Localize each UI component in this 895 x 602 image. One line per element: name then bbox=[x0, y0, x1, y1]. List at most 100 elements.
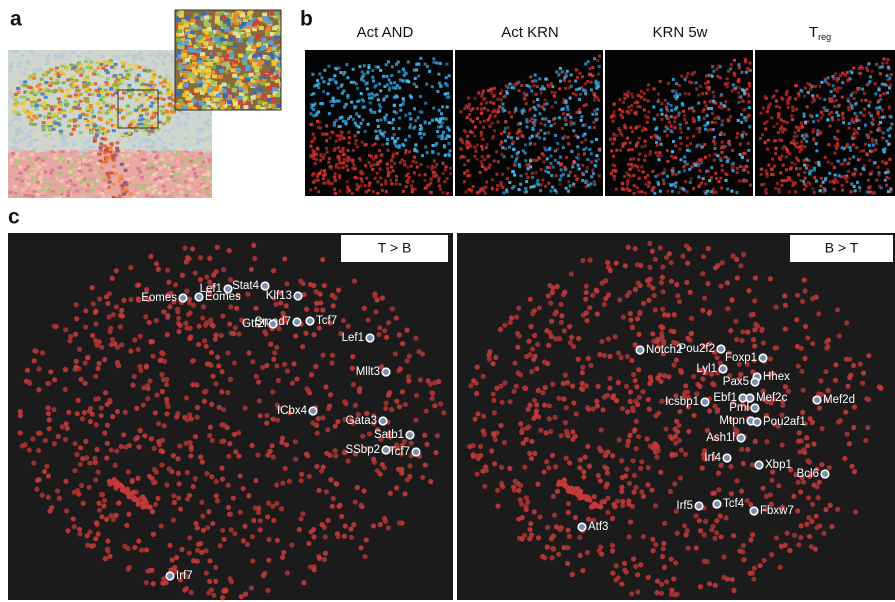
cell bbox=[347, 156, 350, 159]
brush-dab bbox=[44, 81, 48, 84]
cell bbox=[531, 80, 534, 83]
brush-dab bbox=[238, 86, 243, 90]
cell bbox=[555, 70, 558, 73]
cell bbox=[537, 156, 540, 159]
brush-dab bbox=[241, 22, 246, 26]
cell-point bbox=[201, 304, 206, 309]
cell bbox=[315, 158, 318, 161]
cell bbox=[357, 125, 360, 128]
cell bbox=[839, 74, 842, 77]
brush-dab bbox=[43, 149, 47, 152]
brush-dab bbox=[170, 175, 174, 178]
cell bbox=[837, 118, 840, 121]
brush-dab bbox=[206, 73, 211, 77]
cell bbox=[540, 183, 543, 186]
cell bbox=[626, 188, 629, 191]
cell bbox=[870, 121, 873, 124]
cell bbox=[355, 139, 358, 142]
cell bbox=[380, 153, 383, 156]
cell bbox=[322, 174, 325, 177]
cell bbox=[748, 100, 751, 103]
cell-point bbox=[94, 520, 99, 525]
brush-dab bbox=[76, 55, 80, 58]
cell bbox=[445, 76, 448, 79]
cell bbox=[631, 130, 634, 133]
brush-dab bbox=[156, 70, 160, 73]
cell bbox=[678, 171, 681, 174]
brush-dab bbox=[14, 93, 18, 96]
cell bbox=[666, 109, 669, 112]
cell bbox=[437, 73, 440, 76]
cell bbox=[581, 75, 584, 78]
brush-dab bbox=[17, 64, 21, 67]
cell bbox=[382, 75, 385, 78]
cell bbox=[818, 189, 821, 192]
cell bbox=[525, 190, 528, 193]
cell-point bbox=[187, 550, 192, 555]
cell bbox=[499, 143, 502, 146]
brush-dab bbox=[202, 160, 206, 163]
cell bbox=[503, 155, 506, 158]
brush-dab bbox=[150, 130, 154, 133]
cell bbox=[834, 173, 837, 176]
cell bbox=[426, 65, 429, 68]
brush-dab bbox=[197, 43, 202, 47]
brush-dab bbox=[92, 115, 96, 118]
cell bbox=[465, 190, 468, 193]
cell bbox=[674, 156, 677, 159]
cell-point bbox=[433, 450, 438, 455]
cell bbox=[666, 190, 669, 193]
cell bbox=[327, 82, 330, 85]
cell bbox=[397, 137, 400, 140]
brush-dab bbox=[118, 75, 122, 78]
cell bbox=[653, 134, 656, 137]
cell-point bbox=[420, 475, 425, 480]
brush-dab bbox=[237, 19, 242, 23]
cell bbox=[414, 143, 417, 146]
cell bbox=[432, 107, 435, 110]
cell bbox=[466, 116, 469, 119]
brush-dab bbox=[197, 60, 202, 64]
brush-dab bbox=[13, 185, 17, 188]
cell bbox=[595, 159, 598, 162]
brush-dab bbox=[35, 108, 39, 111]
cell bbox=[368, 154, 371, 157]
cell bbox=[885, 184, 888, 187]
cell-point bbox=[293, 439, 298, 444]
cell bbox=[444, 93, 447, 96]
brush-dab bbox=[141, 118, 145, 121]
brush-dab bbox=[48, 127, 52, 130]
cell bbox=[431, 151, 434, 154]
brush-dab bbox=[143, 69, 147, 72]
brush-dab bbox=[43, 134, 47, 137]
cell bbox=[405, 180, 408, 183]
cell bbox=[548, 166, 551, 169]
cell bbox=[719, 157, 722, 160]
cell bbox=[354, 176, 357, 179]
brush-dab bbox=[175, 132, 179, 135]
brush-dab bbox=[168, 92, 172, 95]
brush-dab bbox=[13, 117, 17, 120]
brush-dab bbox=[27, 116, 31, 119]
brush-dab bbox=[209, 129, 213, 132]
cell-point bbox=[76, 398, 81, 403]
brush-dab bbox=[12, 56, 16, 59]
cell bbox=[310, 154, 313, 157]
cell bbox=[338, 162, 341, 165]
cell bbox=[598, 174, 601, 177]
cell bbox=[408, 176, 411, 179]
cell bbox=[415, 85, 418, 88]
cell-point bbox=[255, 452, 260, 457]
cell bbox=[771, 158, 774, 161]
cell bbox=[667, 102, 670, 105]
cell bbox=[480, 112, 483, 115]
brush-dab bbox=[60, 150, 64, 153]
cell bbox=[787, 106, 790, 109]
cell bbox=[333, 175, 336, 178]
cell bbox=[743, 89, 746, 92]
brush-dab bbox=[30, 101, 34, 104]
cell bbox=[320, 155, 323, 158]
cell bbox=[814, 85, 817, 88]
brush-dab bbox=[144, 83, 148, 86]
brush-dab bbox=[137, 184, 141, 187]
